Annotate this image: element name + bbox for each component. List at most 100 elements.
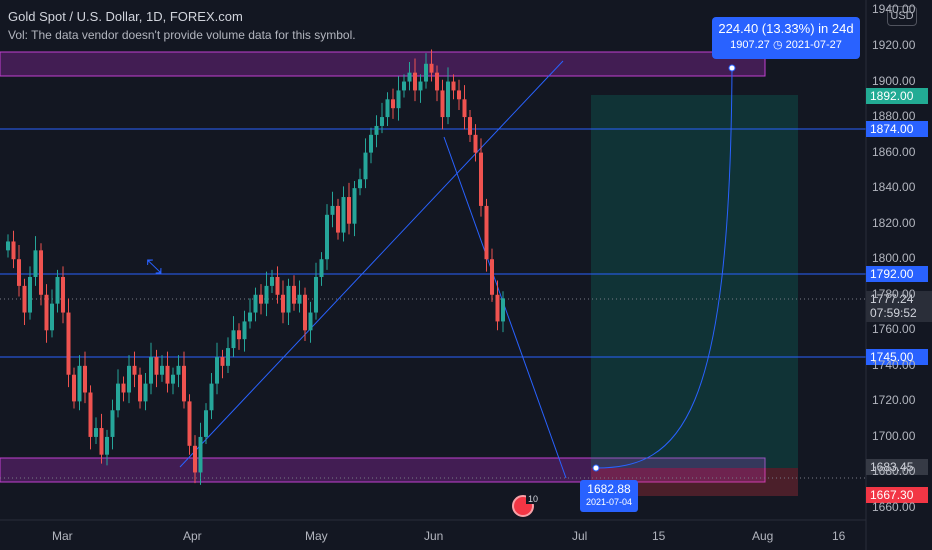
candle[interactable] bbox=[94, 428, 98, 437]
candle[interactable] bbox=[77, 365, 82, 402]
candle[interactable] bbox=[28, 277, 32, 313]
candle[interactable] bbox=[143, 383, 148, 402]
candle[interactable] bbox=[72, 374, 76, 402]
candle[interactable] bbox=[336, 205, 340, 233]
currency-button[interactable]: USD bbox=[887, 6, 917, 26]
price-tag-1745[interactable]: 1745.00 bbox=[866, 349, 928, 365]
candle[interactable] bbox=[6, 241, 10, 251]
candle[interactable] bbox=[473, 134, 478, 153]
candle[interactable] bbox=[451, 81, 456, 91]
candle[interactable] bbox=[341, 197, 346, 233]
candle[interactable] bbox=[253, 294, 258, 313]
candle[interactable] bbox=[88, 392, 93, 437]
candle[interactable] bbox=[220, 356, 225, 366]
candle[interactable] bbox=[286, 285, 291, 313]
candle[interactable] bbox=[457, 90, 461, 100]
candle[interactable] bbox=[495, 294, 500, 322]
candle[interactable] bbox=[132, 365, 137, 375]
candle[interactable] bbox=[479, 152, 483, 206]
candle[interactable] bbox=[22, 285, 27, 313]
projection-end-point[interactable] bbox=[728, 64, 736, 72]
candle[interactable] bbox=[435, 72, 439, 91]
candle[interactable] bbox=[385, 99, 390, 118]
candle[interactable] bbox=[17, 259, 21, 286]
candle[interactable] bbox=[204, 410, 208, 437]
candle[interactable] bbox=[352, 188, 357, 224]
candle[interactable] bbox=[61, 277, 65, 313]
candle[interactable] bbox=[105, 436, 109, 455]
candle[interactable] bbox=[484, 205, 489, 260]
price-tag-1874[interactable]: 1874.00 bbox=[866, 121, 928, 137]
candle[interactable] bbox=[314, 277, 318, 313]
candle[interactable] bbox=[160, 365, 164, 375]
candle[interactable] bbox=[264, 285, 269, 304]
candle[interactable] bbox=[402, 81, 406, 91]
candle[interactable] bbox=[226, 348, 230, 366]
candle[interactable] bbox=[165, 365, 170, 384]
price-tag-1667[interactable]: 1667.30 bbox=[866, 487, 928, 503]
candle[interactable] bbox=[462, 99, 467, 118]
candle[interactable] bbox=[259, 294, 263, 304]
candle[interactable] bbox=[325, 214, 329, 260]
candle[interactable] bbox=[127, 365, 131, 393]
candle[interactable] bbox=[11, 241, 16, 260]
candle[interactable] bbox=[154, 356, 159, 375]
candle[interactable] bbox=[418, 81, 423, 91]
candle[interactable] bbox=[33, 250, 38, 277]
candle[interactable] bbox=[413, 72, 417, 91]
projection-start-point[interactable] bbox=[592, 464, 600, 472]
candle[interactable] bbox=[39, 250, 43, 295]
candle[interactable] bbox=[303, 294, 307, 331]
price-tag-1683[interactable]: 1683.45 bbox=[866, 459, 928, 475]
candle[interactable] bbox=[231, 330, 236, 349]
trendline-rising[interactable] bbox=[179, 60, 564, 468]
candle[interactable] bbox=[99, 428, 104, 455]
candle[interactable] bbox=[369, 134, 373, 153]
candle[interactable] bbox=[198, 436, 203, 473]
candle[interactable] bbox=[347, 197, 351, 224]
candle[interactable] bbox=[176, 365, 181, 375]
candle[interactable] bbox=[193, 445, 197, 473]
candle[interactable] bbox=[121, 383, 126, 393]
price-tag-1892[interactable]: 1892.00 bbox=[866, 88, 928, 104]
long-position-profit-zone[interactable] bbox=[591, 95, 798, 468]
candle[interactable] bbox=[297, 294, 302, 304]
candle[interactable] bbox=[330, 205, 335, 215]
candle[interactable] bbox=[237, 330, 241, 340]
candle[interactable] bbox=[270, 277, 274, 286]
candle[interactable] bbox=[110, 410, 115, 437]
candle[interactable] bbox=[363, 152, 368, 180]
candle[interactable] bbox=[138, 374, 142, 402]
candle[interactable] bbox=[275, 277, 280, 295]
candle[interactable] bbox=[429, 63, 434, 73]
price-tag-1792[interactable]: 1792.00 bbox=[866, 266, 928, 282]
candle[interactable] bbox=[380, 117, 384, 126]
candle[interactable] bbox=[209, 383, 214, 411]
candle[interactable] bbox=[50, 303, 54, 331]
candle[interactable] bbox=[391, 99, 395, 109]
candle[interactable] bbox=[424, 63, 428, 82]
candle[interactable] bbox=[490, 259, 494, 295]
candle[interactable] bbox=[396, 90, 401, 109]
candle[interactable] bbox=[358, 179, 362, 189]
resistance-zone[interactable] bbox=[0, 51, 766, 77]
candle[interactable] bbox=[468, 117, 472, 135]
projection-label[interactable]: 224.40 (13.33%) in 24d 1907.27 ◷ 2021-07… bbox=[712, 17, 860, 59]
candle[interactable] bbox=[308, 312, 313, 331]
candle[interactable] bbox=[440, 90, 445, 118]
candle[interactable] bbox=[242, 321, 247, 340]
candle[interactable] bbox=[501, 298, 505, 322]
projection-curve[interactable] bbox=[595, 67, 733, 469]
candle[interactable] bbox=[446, 81, 450, 118]
candle[interactable] bbox=[149, 356, 153, 384]
candle[interactable] bbox=[187, 401, 192, 446]
candle[interactable] bbox=[319, 259, 324, 277]
candle[interactable] bbox=[55, 277, 60, 304]
candle[interactable] bbox=[182, 365, 186, 402]
candle[interactable] bbox=[116, 383, 120, 411]
candle[interactable] bbox=[248, 312, 252, 322]
candle[interactable] bbox=[215, 356, 219, 384]
candle[interactable] bbox=[292, 285, 296, 304]
compress-arrows-icon[interactable]: ⤡ bbox=[146, 256, 162, 278]
